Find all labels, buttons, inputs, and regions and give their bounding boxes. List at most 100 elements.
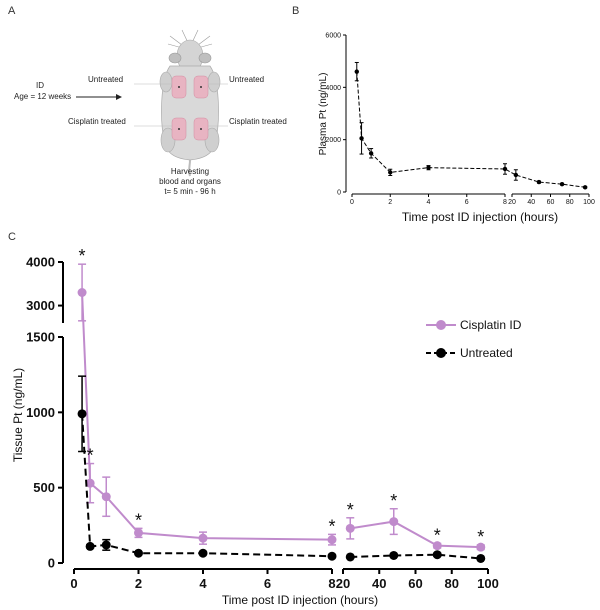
significance-star: * xyxy=(347,500,354,520)
plasma-data-point xyxy=(368,151,374,156)
significance-star: * xyxy=(434,525,441,545)
untreated-data-point xyxy=(345,552,355,562)
tissue-x-tick-label: 2 xyxy=(135,576,142,591)
plasma-x-tick-label: 40 xyxy=(527,199,535,206)
tissue-x-tick-label: 4 xyxy=(199,576,207,591)
tissue-x-tick-label: 80 xyxy=(445,576,459,591)
tissue-y-tick-label: 0 xyxy=(48,556,55,571)
plasma-y-tick-label: 2000 xyxy=(325,137,341,144)
cisplatin-data-point xyxy=(101,492,111,502)
cisplatin-data-point xyxy=(345,523,355,533)
plasma-x-tick-label: 0 xyxy=(350,199,354,206)
untreated-data-point xyxy=(432,550,442,560)
tissue-x-tick-label: 100 xyxy=(477,576,499,591)
tissue-y-tick-label: 1000 xyxy=(26,405,55,420)
cisplatin-right-label: Cisplatin treated xyxy=(229,117,287,126)
significance-star: * xyxy=(87,446,94,466)
id-label: ID xyxy=(36,81,44,90)
tissue-x-tick-label: 20 xyxy=(336,576,350,591)
legend-item-untreated: Untreated xyxy=(426,346,513,360)
tissue-x-axis-title: Time post ID injection (hours) xyxy=(222,593,378,607)
plasma-data-point xyxy=(582,185,588,190)
plasma-x-tick-label: 4 xyxy=(427,199,431,206)
plasma-y-tick-label: 6000 xyxy=(325,33,341,40)
plasma-x-tick-label: 100 xyxy=(583,199,595,206)
plasma-data-point xyxy=(502,166,508,172)
cisplatin-data-point xyxy=(476,542,486,552)
cisplatin-left-label: Cisplatin treated xyxy=(68,117,126,126)
tissue-y-axis-title: Tissue Pt (ng/mL) xyxy=(11,368,25,462)
cisplatin-data-point xyxy=(432,541,442,551)
injection-arrowhead xyxy=(116,94,122,100)
untreated-data-point xyxy=(327,551,337,561)
cisplatin-series-line-2 xyxy=(350,520,481,549)
plasma-x-tick-label: 8 xyxy=(503,199,507,206)
cisplatin-data-point xyxy=(389,517,399,527)
tissue-y-tick-label: 3000 xyxy=(26,298,55,313)
panel-label-c: C xyxy=(8,231,16,243)
plasma-x-tick-label: 6 xyxy=(465,199,469,206)
legend: Cisplatin ID Untreated xyxy=(426,318,522,360)
cisplatin-data-point xyxy=(77,288,87,297)
tissue-y-tick-label: 1500 xyxy=(26,330,55,345)
tissue-x-tick-label: 6 xyxy=(264,576,271,591)
age-label: Age = 12 weeks xyxy=(14,92,71,101)
tissue-x-tick-label: 60 xyxy=(408,576,422,591)
significance-star: * xyxy=(328,516,335,536)
plasma-x-tick-label: 20 xyxy=(508,199,516,206)
significance-star: * xyxy=(390,491,397,511)
plasma-x-tick-label: 60 xyxy=(547,199,555,206)
schematic-panel: ID Age = 12 weeks xyxy=(14,29,287,196)
plasma-data-point xyxy=(559,181,565,187)
untreated-data-point xyxy=(198,548,208,558)
plasma-series-line xyxy=(356,71,586,188)
plasma-data-point xyxy=(426,165,431,170)
plasma-y-tick-label: 0 xyxy=(337,190,341,197)
plasma-y-axis-title: Plasma Pt (ng/mL) xyxy=(318,73,329,156)
untreated-right-label: Untreated xyxy=(229,75,264,84)
tissue-x-tick-label: 8 xyxy=(328,576,335,591)
significance-star: * xyxy=(135,510,142,530)
plasma-x-tick-label: 2 xyxy=(388,199,392,206)
legend-label-cisplatin: Cisplatin ID xyxy=(460,318,522,332)
harvest-line-2: blood and organs xyxy=(159,177,221,186)
tissue-x-tick-label: 40 xyxy=(372,576,386,591)
plasma-x-axis-title: Time post ID injection (hours) xyxy=(402,210,558,224)
plasma-data-point xyxy=(513,172,519,178)
tissue-y-tick-label: 500 xyxy=(33,480,55,495)
untreated-series-line-1 xyxy=(81,413,333,558)
tissue-pt-chart: 0 500 1000 1500 3000 4000 0 2 4 6 8 20 40 60 80 100 * * * *… xyxy=(26,246,499,591)
significance-star: * xyxy=(79,246,86,266)
mouse-illustration xyxy=(134,29,228,177)
plasma-data-point xyxy=(354,69,359,74)
harvest-line-1: Harvesting xyxy=(171,167,209,176)
legend-item-cisplatin: Cisplatin ID xyxy=(426,318,522,332)
significance-star: * xyxy=(477,527,484,547)
untreated-data-point xyxy=(85,541,95,551)
plasma-data-point xyxy=(388,170,393,175)
untreated-data-point xyxy=(101,540,111,550)
tissue-y-tick-label: 4000 xyxy=(26,255,55,270)
untreated-series-line-2 xyxy=(350,553,481,560)
legend-label-untreated: Untreated xyxy=(460,346,513,360)
plasma-x-tick-label: 80 xyxy=(566,199,574,206)
cisplatin-series-line-1 xyxy=(81,292,333,541)
untreated-data-point xyxy=(77,409,87,419)
plasma-data-point xyxy=(536,179,542,185)
cisplatin-data-point xyxy=(198,533,208,543)
cisplatin-data-point xyxy=(85,478,95,488)
untreated-data-point xyxy=(134,548,143,558)
plasma-y-tick-label: 4000 xyxy=(325,85,341,92)
plasma-data-point xyxy=(359,136,364,141)
panel-label-b: B xyxy=(292,5,299,17)
tissue-x-tick-label: 0 xyxy=(70,576,77,591)
untreated-data-point xyxy=(389,550,399,560)
untreated-data-point xyxy=(476,553,486,563)
untreated-left-label: Untreated xyxy=(88,75,123,84)
panel-label-a: A xyxy=(8,5,16,17)
plasma-pt-chart: 0 2000 4000 6000 0 2 4 6 8 20 40 60 80 100 xyxy=(325,33,595,207)
harvest-line-3: t= 5 min - 96 h xyxy=(164,187,215,196)
cisplatin-data-point xyxy=(327,535,337,545)
cisplatin-data-point xyxy=(134,528,143,538)
